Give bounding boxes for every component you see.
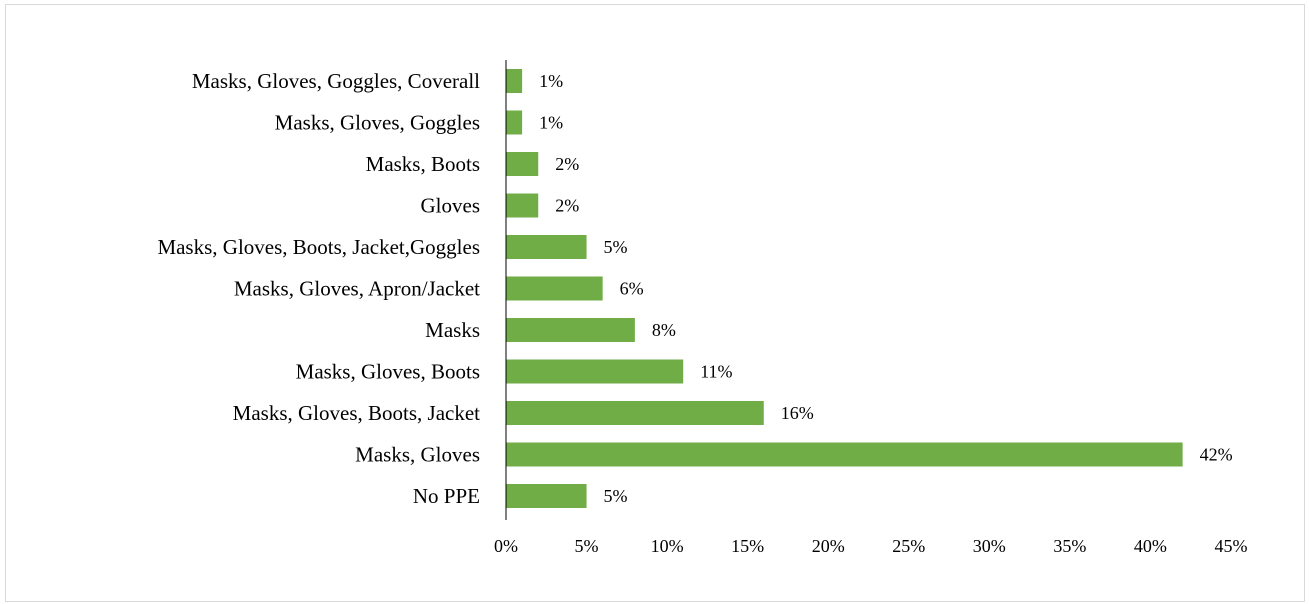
bar (506, 69, 523, 93)
bar (506, 152, 539, 176)
data-label: 11% (700, 362, 732, 382)
x-tick-label: 15% (731, 536, 764, 556)
bar (506, 484, 587, 508)
x-tick-label: 25% (892, 536, 925, 556)
data-labels-group: 1% 1% 2% 2% 5% 6% 8% 11% 16% 42% 5% (539, 71, 1233, 506)
x-tick-label: 35% (1053, 536, 1086, 556)
category-label: Masks, Boots (366, 152, 480, 176)
bar (506, 442, 1183, 467)
bar (506, 110, 523, 135)
x-tick-label: 40% (1134, 536, 1167, 556)
category-label: Masks, Gloves, Boots (296, 360, 480, 384)
bar (506, 401, 764, 425)
chart-frame (5, 4, 1305, 602)
data-label: 5% (604, 486, 628, 506)
data-label: 6% (620, 279, 644, 299)
x-tick-label: 5% (575, 536, 599, 556)
bar (506, 318, 635, 342)
data-label: 5% (604, 237, 628, 257)
x-tick-label: 30% (973, 536, 1006, 556)
data-label: 8% (652, 320, 676, 340)
data-label: 2% (555, 196, 579, 216)
category-label: Masks, Gloves, Apron/Jacket (234, 277, 480, 301)
data-label: 2% (555, 154, 579, 174)
category-label: Gloves (421, 194, 481, 218)
category-label: Masks, Gloves, Boots, Jacket (233, 401, 480, 425)
category-label: No PPE (413, 484, 480, 508)
bar (506, 235, 587, 259)
category-label: Masks, Gloves, Goggles, Coverall (192, 69, 480, 93)
category-label: Masks, Gloves, Goggles (275, 111, 480, 135)
x-tick-label: 0% (494, 536, 518, 556)
data-label: 16% (781, 403, 814, 423)
data-label: 1% (539, 71, 563, 91)
bars-group (506, 69, 1183, 508)
data-label: 1% (539, 113, 563, 133)
data-label: 42% (1200, 445, 1233, 465)
category-label: Masks, Gloves, Boots, Jacket,Goggles (157, 235, 480, 259)
category-label: Masks, Gloves (355, 443, 480, 467)
bar (506, 193, 539, 218)
x-tick-label: 10% (651, 536, 684, 556)
category-labels-group: Masks, Gloves, Goggles, Coverall Masks, G… (157, 69, 480, 508)
bar (506, 276, 603, 301)
bar (506, 359, 684, 384)
category-label: Masks (425, 318, 480, 342)
x-tick-labels-group: 0% 5% 10% 15% 20% 25% 30% 35% 40% 45% (494, 536, 1247, 556)
x-tick-label: 20% (812, 536, 845, 556)
x-tick-label: 45% (1214, 536, 1247, 556)
